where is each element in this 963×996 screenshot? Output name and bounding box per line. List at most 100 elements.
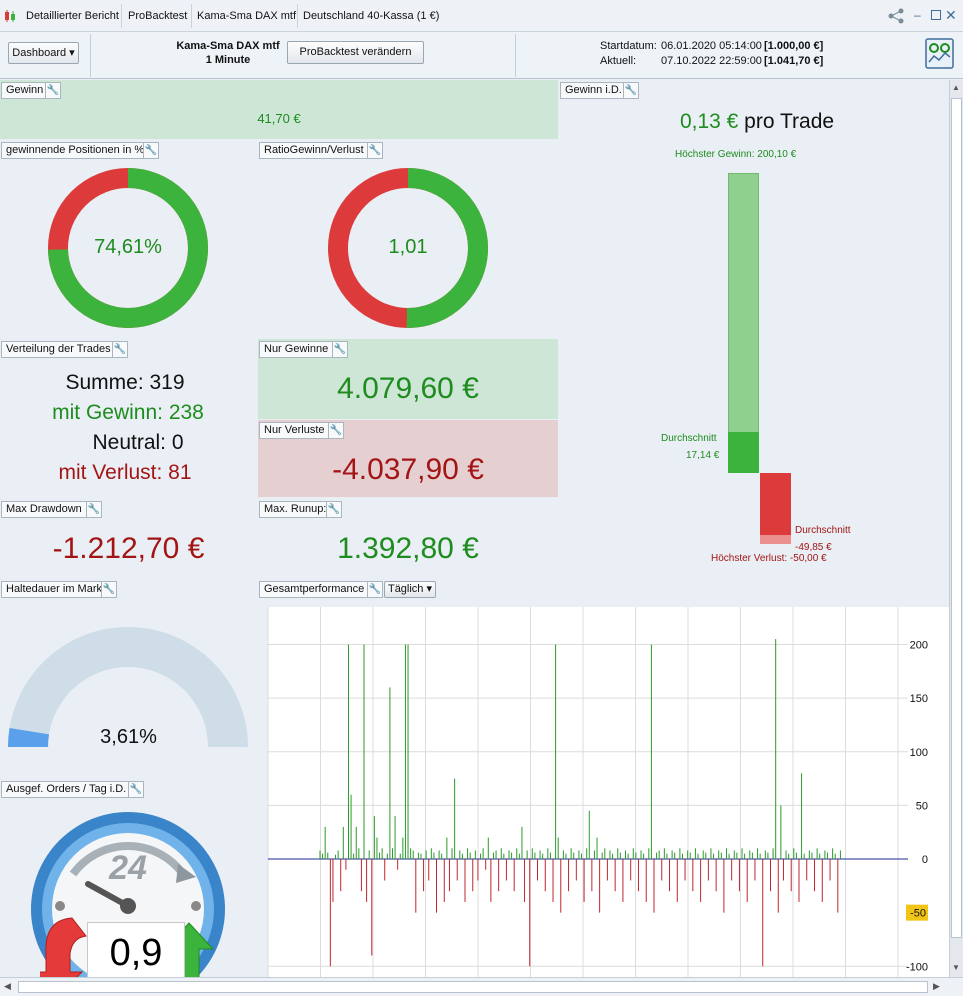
strategy-name: Kama-Sma DAX mtf (176, 40, 280, 52)
ratio-title: RatioGewinn/Verlust (259, 142, 369, 159)
minimize-icon[interactable]: – (914, 8, 921, 22)
wrench-icon[interactable]: 🔧 (128, 781, 144, 798)
report-settings-icon[interactable] (925, 38, 955, 70)
y-tick-label: 100 (910, 747, 928, 759)
average-loss-value: -49,85 € (795, 542, 832, 553)
gain-per-trade-suffix: pro Trade (744, 110, 835, 133)
vertical-scrollbar[interactable]: ▲ ▼ (949, 80, 963, 977)
wrench-icon[interactable]: 🔧 (367, 581, 383, 598)
gain-per-trade-amount: 0,13 € (679, 110, 739, 133)
performance-title: Gesamtperformance (259, 581, 370, 598)
only-losses-panel: Nur Verluste 🔧 -4.037,90 € (258, 420, 558, 497)
winning-positions-value: 74,61% (94, 236, 162, 258)
trade-wins: mit Gewinn: 238 (52, 401, 204, 424)
header-divider (515, 34, 516, 77)
clock-label: 24 (109, 849, 147, 887)
max-drawdown-title: Max Drawdown (1, 501, 87, 518)
wrench-icon[interactable]: 🔧 (86, 501, 102, 518)
close-icon[interactable]: ✕ (945, 7, 957, 23)
scroll-left-icon[interactable]: ◀ (4, 981, 11, 991)
current-date-value: 07.10.2022 22:59:00 (661, 55, 762, 67)
horizontal-scroll-thumb[interactable] (18, 981, 928, 993)
wrench-icon[interactable]: 🔧 (326, 501, 342, 518)
tab-detailed-report[interactable]: Detaillierter Bericht (26, 10, 119, 22)
trade-distribution-title: Verteilung der Trades (1, 341, 116, 358)
holding-time-title: Haltedauer im Markt (1, 581, 111, 598)
gain-per-trade-panel: Gewinn i.D. 🔧 0,13 € pro Trade Höchster … (559, 80, 949, 578)
max-drawdown-panel: Max Drawdown 🔧 -1.212,70 € (0, 499, 257, 577)
start-date-label: Startdatum: (600, 40, 657, 52)
only-losses-title: Nur Verluste (259, 422, 330, 439)
profit-value: 41,70 € (257, 111, 301, 126)
current-value-label: -50 (910, 908, 926, 920)
scroll-right-icon[interactable]: ▶ (933, 981, 940, 991)
start-amount: [1.000,00 €] (764, 40, 824, 52)
tab-strategy[interactable]: Kama-Sma DAX mtf (197, 10, 297, 22)
y-tick-label: 200 (910, 640, 928, 652)
wrench-icon[interactable]: 🔧 (367, 142, 383, 159)
horizontal-scrollbar[interactable]: ◀ ▶ (0, 977, 963, 996)
title-bar: Detaillierter Bericht ProBacktest Kama-S… (0, 0, 963, 32)
y-tick-label: 150 (910, 693, 928, 705)
only-gains-title: Nur Gewinne (259, 341, 334, 358)
share-icon[interactable] (887, 7, 907, 25)
donut-win-segment (48, 168, 208, 328)
wrench-icon[interactable]: 🔧 (143, 142, 159, 159)
gauge-fill (8, 728, 50, 747)
wrench-icon[interactable]: 🔧 (332, 341, 348, 358)
wrench-icon[interactable]: 🔧 (328, 422, 344, 439)
maximize-icon[interactable] (931, 10, 941, 20)
dashboard-label: Dashboard (12, 47, 67, 59)
donut-win-segment (328, 168, 488, 328)
winning-positions-panel: gewinnende Positionen in % 🔧 74,61% (0, 140, 257, 338)
trade-distribution-panel: Verteilung der Trades 🔧 Summe: 319 mit G… (0, 339, 257, 497)
gain-per-trade-title: Gewinn i.D. (560, 82, 627, 99)
tab-probacktest[interactable]: ProBacktest (128, 10, 188, 22)
chart-background (268, 607, 949, 977)
orders-per-day-panel: Ausgef. Orders / Tag i.D. 🔧 24 0,9 (0, 779, 257, 996)
chevron-down-icon: ▾ (66, 47, 75, 59)
current-amount: [1.041,70 €] (764, 55, 824, 67)
scroll-down-icon[interactable]: ▼ (952, 963, 960, 972)
only-gains-panel: Nur Gewinne 🔧 4.079,60 € (258, 339, 558, 419)
period-dropdown[interactable]: Täglich ▾ (384, 581, 436, 598)
ratio-panel: RatioGewinn/Verlust 🔧 1,01 (258, 140, 558, 338)
profit-panel: Gewinn 🔧 41,70 € (0, 80, 558, 139)
average-gain-bar (728, 431, 759, 473)
wrench-icon[interactable]: 🔧 (45, 82, 61, 99)
wrench-icon[interactable]: 🔧 (112, 341, 128, 358)
wrench-icon[interactable]: 🔧 (623, 82, 639, 99)
tab-separator (121, 4, 122, 28)
gain-per-trade-headline: 0,13 € pro Trade (559, 110, 949, 134)
header-bar: Dashboard ▾ Kama-Sma DAX mtf 1 Minute Pr… (0, 32, 963, 79)
timeframe-label: 1 Minute (205, 54, 251, 66)
dashboard-dropdown[interactable]: Dashboard ▾ (8, 42, 79, 64)
current-value-marker (906, 904, 928, 921)
tab-instrument[interactable]: Deutschland 40-Kassa (1 €) (303, 10, 440, 22)
ratio-donut (328, 168, 488, 328)
max-runup-value: 1.392,80 € (337, 532, 479, 565)
y-tick-label: 0 (922, 854, 928, 866)
gauge-track (8, 627, 248, 747)
highest-loss-bar (760, 534, 791, 544)
holding-time-value: 3,61% (100, 726, 157, 748)
average-loss-bar (760, 473, 791, 543)
wrench-icon[interactable]: 🔧 (101, 581, 117, 598)
tab-separator (191, 4, 192, 28)
average-gain-value: 17,14 € (686, 450, 720, 461)
y-tick-label: -100 (906, 961, 928, 973)
change-backtest-button[interactable]: ProBacktest verändern (287, 41, 424, 64)
holding-time-panel: Haltedauer im Markt 🔧 3,61% (0, 579, 257, 777)
max-runup-panel: Max. Runup: 🔧 1.392,80 € (258, 499, 558, 577)
performance-panel: Gesamtperformance 🔧 Täglich ▾ 200 150 100 5… (258, 579, 949, 977)
scroll-up-icon[interactable]: ▲ (952, 83, 960, 92)
candlestick-icon (5, 10, 15, 22)
trade-sum: Summe: 319 (65, 371, 185, 394)
max-runup-title: Max. Runup: (259, 501, 332, 518)
average-loss-label: Durchschnitt (795, 525, 851, 536)
highest-gain-bar (728, 173, 759, 473)
vertical-scroll-thumb[interactable] (951, 98, 962, 938)
start-date-value: 06.01.2020 05:14:00 (661, 40, 762, 52)
average-gain-label: Durchschnitt (661, 433, 717, 444)
profit-panel-title: Gewinn (1, 82, 49, 99)
